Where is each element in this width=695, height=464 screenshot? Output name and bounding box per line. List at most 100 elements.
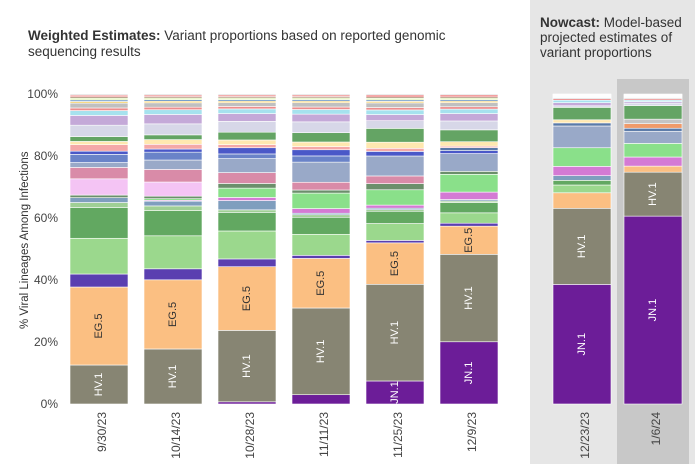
bar-segment bbox=[291, 109, 351, 115]
bar-segment-JN1 bbox=[217, 401, 277, 405]
y-tick-label: 100% bbox=[27, 87, 58, 101]
segment-label: JN.1 bbox=[576, 333, 588, 356]
bar-segment bbox=[217, 187, 277, 198]
bar-segment bbox=[365, 240, 425, 244]
nowcast-title: Nowcast: Model-based projected estimates… bbox=[540, 15, 690, 60]
bar-segment bbox=[365, 151, 425, 157]
bar-segment bbox=[143, 200, 203, 207]
bar-segment bbox=[365, 120, 425, 129]
bar-segment bbox=[623, 123, 683, 129]
bar-1-6-24 bbox=[623, 93, 683, 405]
bar-segment bbox=[623, 102, 683, 106]
bar-segment bbox=[623, 143, 683, 158]
bar-segment bbox=[143, 139, 203, 145]
bar-segment bbox=[552, 99, 612, 103]
bar-segment bbox=[365, 128, 425, 143]
bar-10-14-23 bbox=[143, 93, 203, 405]
bar-segment bbox=[217, 183, 277, 189]
bar-segment bbox=[69, 144, 129, 152]
bar-segment bbox=[291, 93, 351, 96]
bar-segment bbox=[623, 118, 683, 124]
bar-segment bbox=[217, 93, 277, 96]
bar-segment bbox=[143, 134, 203, 140]
bar-segment bbox=[217, 144, 277, 149]
bar-segment-EG5 bbox=[552, 192, 612, 209]
bar-segment bbox=[291, 102, 351, 108]
bar-segment bbox=[143, 210, 203, 237]
bar-segment bbox=[439, 174, 499, 193]
bar-segment bbox=[439, 129, 499, 143]
bar-10-28-23 bbox=[217, 93, 277, 405]
bar-segment bbox=[623, 130, 683, 144]
bar-segment bbox=[552, 184, 612, 194]
bar-segment bbox=[69, 154, 129, 163]
bar-segment bbox=[439, 150, 499, 154]
bar-segment bbox=[217, 258, 277, 268]
bar-segment bbox=[552, 119, 612, 124]
y-tick-label: 80% bbox=[34, 149, 58, 163]
x-tick-label: 12/23/23 bbox=[578, 412, 592, 459]
bar-segment bbox=[291, 214, 351, 218]
bar-segment bbox=[365, 109, 425, 115]
bar-segment-HV1 bbox=[143, 348, 203, 405]
bar-segment bbox=[69, 136, 129, 142]
x-tick-label: 11/11/23 bbox=[317, 412, 331, 457]
y-tick-label: 20% bbox=[34, 335, 58, 349]
bar-segment-EG5 bbox=[143, 279, 203, 350]
bar-segment bbox=[143, 109, 203, 115]
bar-segment-HV1 bbox=[552, 208, 612, 285]
x-tick-label: 10/28/23 bbox=[243, 412, 257, 459]
bar-segment bbox=[365, 175, 425, 184]
x-tick-label: 9/30/23 bbox=[95, 412, 109, 452]
bar-segment-EG5 bbox=[623, 165, 683, 173]
y-tick-label: 60% bbox=[34, 211, 58, 225]
bar-segment bbox=[291, 181, 351, 191]
segment-label: EG.5 bbox=[315, 271, 327, 296]
bar-segment bbox=[365, 223, 425, 241]
bar-segment bbox=[69, 93, 129, 96]
bar-segment bbox=[217, 212, 277, 232]
segment-label: HV.1 bbox=[167, 365, 179, 388]
bar-segment bbox=[291, 189, 351, 194]
bar-segment-JN1 bbox=[552, 284, 612, 405]
bar-segment bbox=[69, 197, 129, 203]
bar-segment bbox=[552, 102, 612, 107]
bar-segment-EG5 bbox=[217, 266, 277, 331]
weighted-title-bold: Weighted Estimates: bbox=[28, 28, 161, 43]
x-tick-label: 11/25/23 bbox=[391, 412, 405, 458]
bar-segment bbox=[365, 189, 425, 206]
bar-segment bbox=[291, 233, 351, 256]
bar-segment bbox=[439, 202, 499, 214]
bar-segment bbox=[291, 208, 351, 214]
bar-segment bbox=[439, 108, 499, 114]
bar-segment bbox=[552, 147, 612, 167]
bar-segment bbox=[552, 107, 612, 121]
bar-segment bbox=[439, 222, 499, 227]
bar-segment bbox=[217, 139, 277, 145]
bar-segment bbox=[217, 230, 277, 260]
segment-label: HV.1 bbox=[647, 182, 659, 205]
bar-segment bbox=[439, 113, 499, 122]
bar-segment bbox=[291, 155, 351, 163]
bar-segment bbox=[69, 202, 129, 208]
bar-segment-HV1 bbox=[69, 364, 129, 405]
bar-segment bbox=[439, 153, 499, 172]
segment-label: HV.1 bbox=[315, 340, 327, 363]
bar-segment-HV1 bbox=[217, 330, 277, 403]
bar-segment bbox=[365, 183, 425, 191]
bar-segment bbox=[365, 210, 425, 224]
bar-segment bbox=[439, 147, 499, 151]
bar-segment bbox=[143, 169, 203, 183]
bar-segment bbox=[143, 106, 203, 111]
bar-segment-EG5 bbox=[439, 225, 499, 255]
bar-segment-EG5 bbox=[69, 286, 129, 366]
bar-segment bbox=[365, 102, 425, 108]
bar-segment bbox=[439, 141, 499, 147]
segment-label: HV.1 bbox=[389, 321, 401, 344]
bar-segment bbox=[291, 106, 351, 110]
bar-segment bbox=[143, 123, 203, 136]
segment-label: EG.5 bbox=[167, 302, 179, 327]
bar-segment bbox=[552, 122, 612, 127]
bar-segment bbox=[365, 155, 425, 177]
